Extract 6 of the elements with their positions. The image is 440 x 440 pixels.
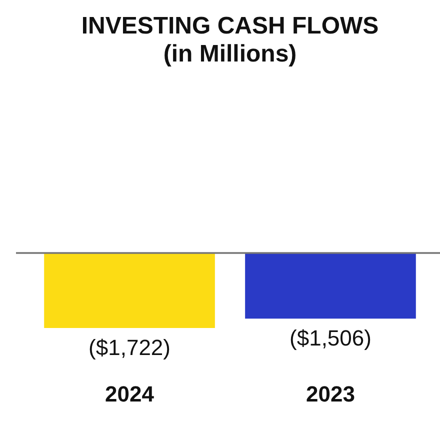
x-tick-label: 2024: [105, 382, 155, 406]
data-label: ($1,722): [88, 335, 170, 360]
chart-title: INVESTING CASH FLOWS: [81, 12, 379, 40]
data-label: ($1,506): [290, 326, 372, 351]
chart-subtitle: (in Millions): [163, 40, 297, 68]
x-tick-label: 2023: [306, 382, 355, 406]
